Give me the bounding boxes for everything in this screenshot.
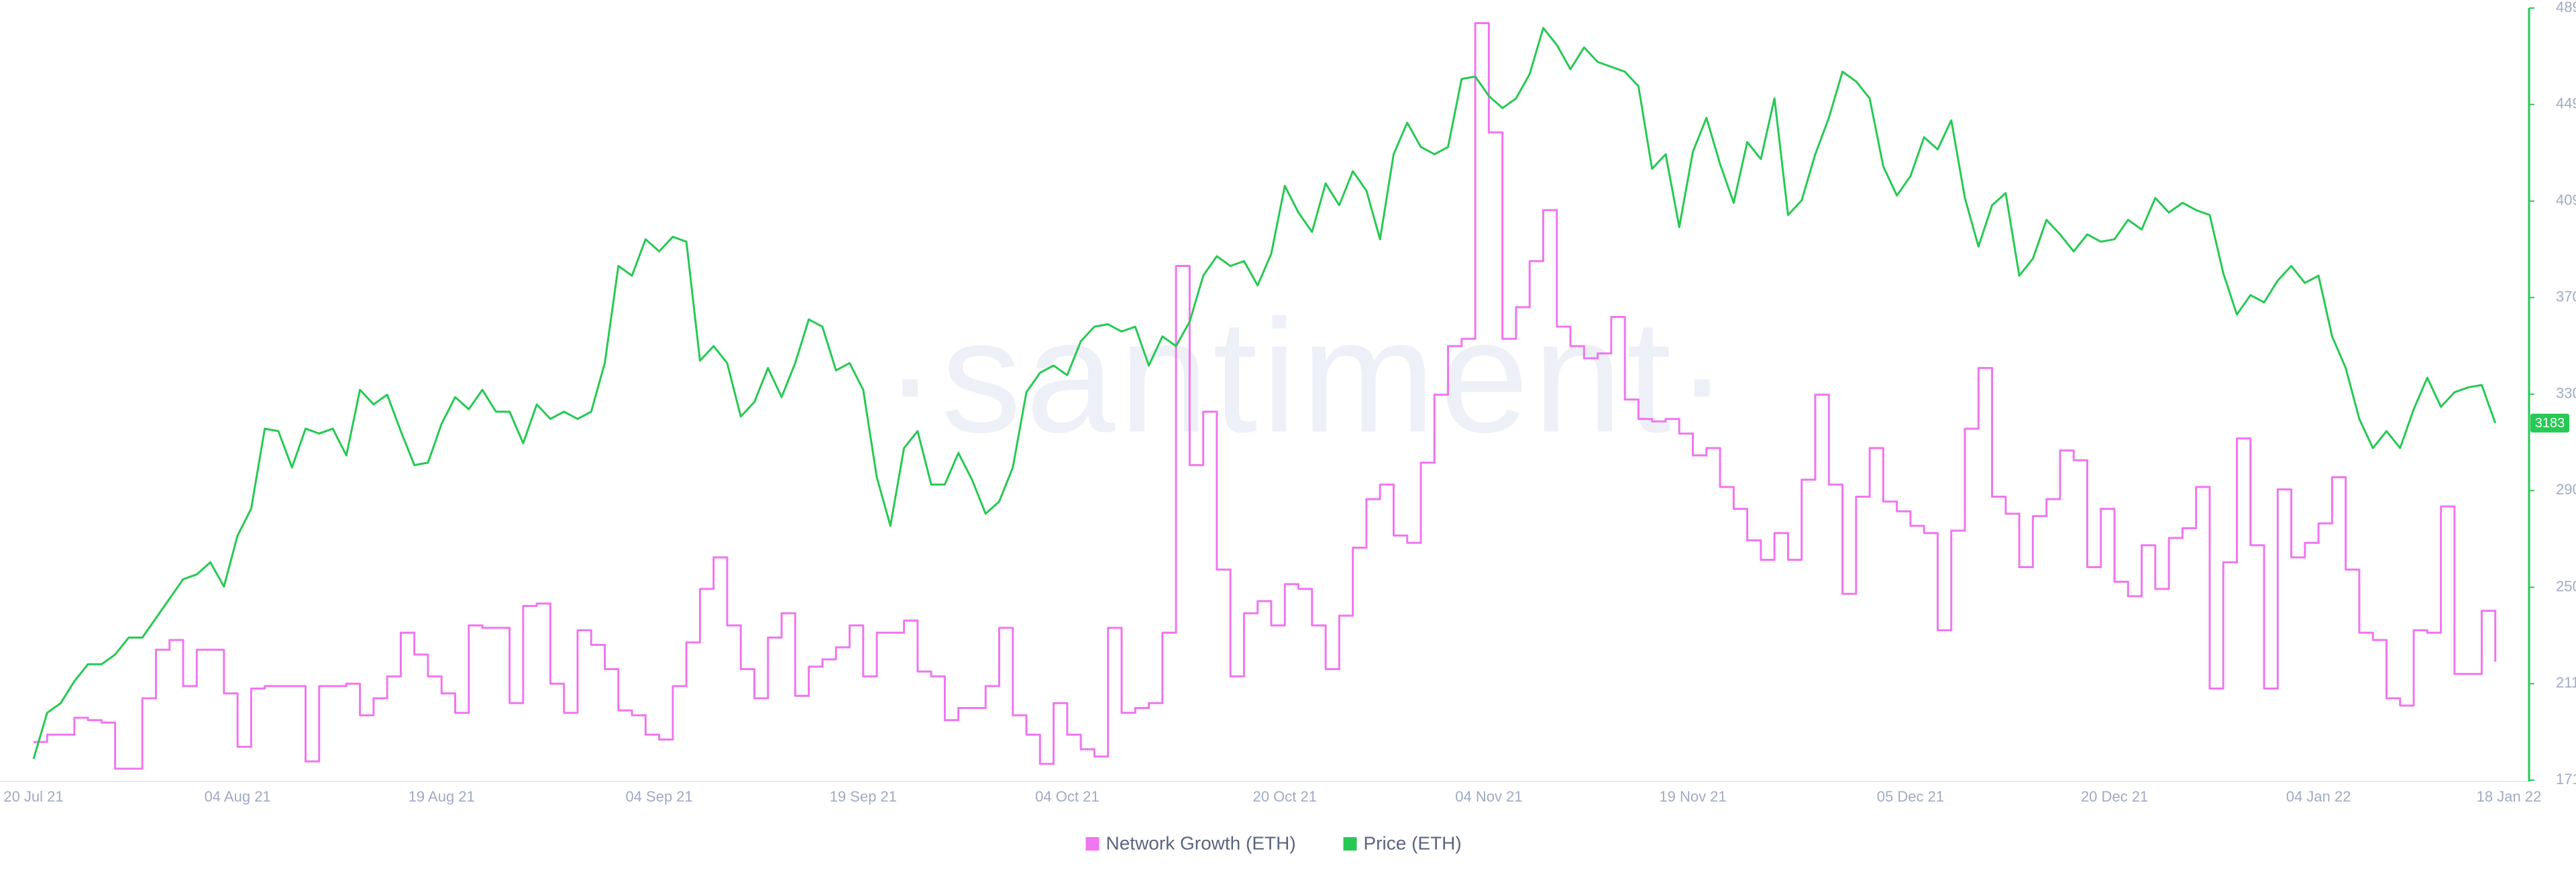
series-line: [34, 21, 2497, 770]
legend-swatch: [1085, 837, 1099, 851]
y2-tick-label: 4495: [2556, 95, 2576, 112]
legend-swatch: [1343, 837, 1357, 851]
x-tick-label: 19 Sep 21: [830, 788, 897, 805]
y2-tick-label: 3302: [2556, 384, 2576, 401]
x-tick-label: 18 Jan 22: [2477, 788, 2542, 805]
x-tick-label: 04 Oct 21: [1035, 788, 1099, 805]
y2-tick-label: 2905: [2556, 481, 2576, 498]
current-value-badge: [2530, 413, 2569, 433]
series-line: [32, 27, 2497, 759]
x-tick-label: 05 Dec 21: [1877, 788, 1944, 805]
y2-tick-label: 4892: [2556, 0, 2576, 15]
x-tick-label: 20 Dec 21: [2081, 788, 2148, 805]
x-tick-label: 04 Jan 22: [2286, 788, 2351, 805]
x-tick-label: 04 Aug 21: [205, 788, 271, 805]
y2-tick-label: 1713: [2556, 771, 2576, 787]
legend: Network Growth (ETH) Price (ETH): [1085, 832, 1462, 853]
x-tick-label: 19 Aug 21: [409, 788, 475, 805]
y2-tick-label: 2507: [2556, 578, 2576, 594]
x-tick-label: 19 Nov 21: [1659, 788, 1726, 805]
legend-label: Network Growth (ETH): [1106, 832, 1296, 853]
legend-label: Price (ETH): [1364, 832, 1462, 853]
x-tick-label: 20 Oct 21: [1253, 788, 1317, 805]
y2-tick-label: 2110: [2556, 674, 2576, 691]
y2-tick-label: 4097: [2556, 192, 2576, 209]
x-tick-label: 04 Nov 21: [1455, 788, 1522, 805]
x-tick-label: 04 Sep 21: [625, 788, 692, 805]
y2-tick-label: 3700: [2556, 288, 2576, 305]
watermark: ·santiment·: [883, 286, 1733, 466]
current-value-label: 3183: [2535, 416, 2565, 431]
x-tick-label: 20 Jul 21: [3, 788, 63, 805]
